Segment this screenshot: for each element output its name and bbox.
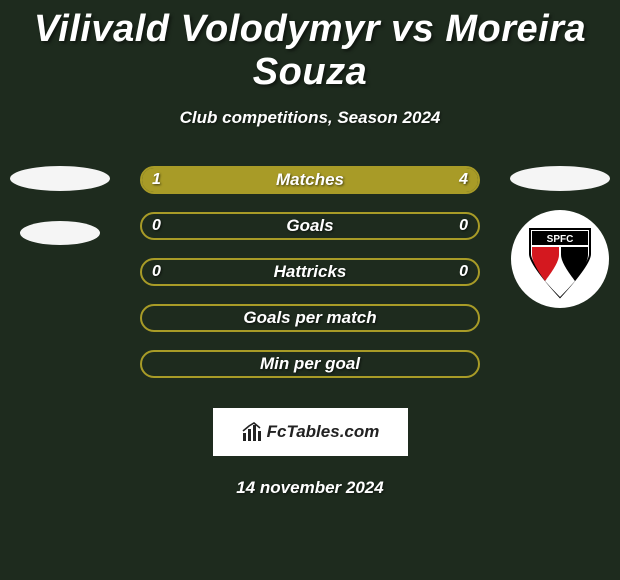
svg-text:SPFC: SPFC (547, 234, 574, 245)
spfc-badge-icon: SPFC (510, 209, 610, 309)
date: 14 november 2024 (0, 478, 620, 498)
page-title: Vilivald Volodymyr vs Moreira Souza (0, 0, 620, 94)
stat-label: Min per goal (142, 352, 478, 376)
stat-label: Goals per match (142, 306, 478, 330)
stats-area: SPFC 14Matches 00Goals 00Hattricks Goals pe… (0, 166, 620, 396)
club-badge-right: SPFC (510, 209, 610, 309)
club-badge-left-placeholder (20, 221, 100, 245)
stat-bar: 14Matches (140, 166, 480, 194)
brand-text: FcTables.com (267, 422, 380, 442)
right-player-col: SPFC (510, 166, 610, 309)
player-avatar-left (10, 166, 110, 191)
stat-bars: 14Matches 00Goals 00Hattricks Goals per mat… (140, 166, 480, 396)
stat-label: Hattricks (142, 260, 478, 284)
brand-box: FcTables.com (213, 408, 408, 456)
subtitle: Club competitions, Season 2024 (0, 108, 620, 128)
stat-bar: 00Goals (140, 212, 480, 240)
left-player-col (10, 166, 110, 245)
player-avatar-right (510, 166, 610, 191)
bar-chart-icon (241, 421, 263, 443)
stat-label: Matches (142, 168, 478, 192)
stat-label: Goals (142, 214, 478, 238)
stat-bar: Goals per match (140, 304, 480, 332)
stat-bar: 00Hattricks (140, 258, 480, 286)
stat-bar: Min per goal (140, 350, 480, 378)
